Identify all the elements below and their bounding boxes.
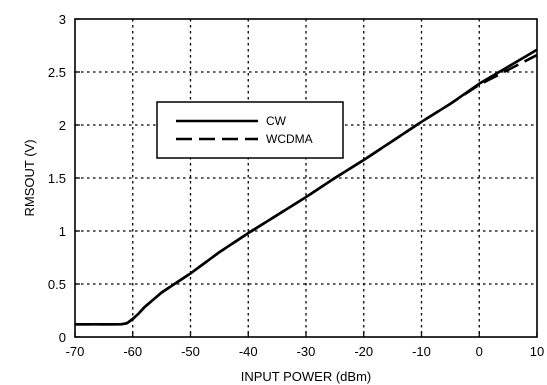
x-tick-label: -40 (239, 344, 258, 359)
legend-label-cw: CW (266, 114, 287, 128)
y-tick-label: 1.5 (48, 171, 66, 186)
series-line-wcdma (75, 53, 538, 326)
series-lines (75, 48, 538, 326)
y-tick-label: 0.5 (48, 277, 66, 292)
x-axis-title: INPUT POWER (dBm) (241, 369, 372, 384)
x-tick-label: 0 (476, 344, 483, 359)
y-tick-label: 2.5 (48, 65, 66, 80)
y-tick-label: 3 (59, 12, 66, 27)
x-tick-labels: -70 -60 -50 -40 -30 -20 -10 0 10 (66, 344, 545, 359)
y-tick-labels: 0 0.5 1 1.5 2 2.5 3 (48, 12, 66, 345)
x-tick-label: -50 (181, 344, 200, 359)
legend: CW WCDMA (156, 101, 344, 159)
legend-label-wcdma: WCDMA (266, 132, 313, 146)
legend-box (156, 101, 344, 159)
x-tick-label: -60 (123, 344, 142, 359)
tick-marks (74, 18, 538, 338)
x-tick-label: -70 (66, 344, 85, 359)
y-tick-label: 0 (59, 330, 66, 345)
x-tick-label: 10 (530, 344, 544, 359)
grid-lines (75, 19, 537, 337)
y-axis-title: RMSOUT (V) (22, 139, 37, 216)
x-tick-label: -30 (297, 344, 316, 359)
y-tick-label: 1 (59, 224, 66, 239)
y-tick-label: 2 (59, 118, 66, 133)
x-tick-label: -20 (354, 344, 373, 359)
x-tick-label: -10 (412, 344, 431, 359)
